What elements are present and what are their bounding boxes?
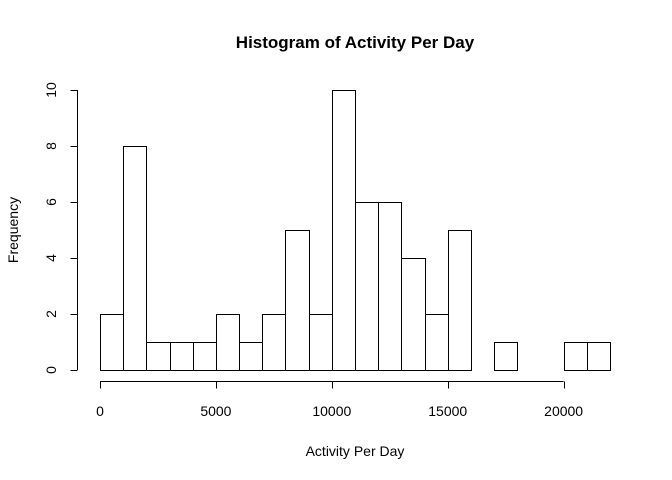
histogram-bar [100,314,124,371]
histogram-bar [448,230,472,371]
histogram-bar [123,146,147,371]
histogram-bar [587,342,611,371]
x-tick-label: 20000 [544,403,583,419]
y-tick-label: 8 [43,142,59,150]
chart-title: Histogram of Activity Per Day [236,33,475,52]
histogram-bar [285,230,310,371]
y-tick-label: 2 [43,310,59,318]
y-axis: 0 2 4 6 8 10 [43,82,78,374]
histogram-bar [216,314,240,371]
histogram-bar [193,342,217,371]
histogram-bar [425,314,449,371]
histogram-bar [332,90,356,371]
x-axis: 0 5000 10000 15000 20000 [96,381,583,419]
histogram-bar [564,342,588,371]
x-axis-label: Activity Per Day [306,443,405,459]
y-tick-label: 10 [43,82,59,98]
histogram-bar [146,342,171,371]
histogram-bar [262,314,286,371]
x-tick-label: 0 [96,403,104,419]
histogram-bar [309,314,333,371]
histogram-bar [401,258,426,371]
histogram-bar [355,202,379,371]
x-tick-label: 15000 [428,403,467,419]
y-axis-label: Frequency [5,197,21,263]
histogram-bar [378,202,402,371]
x-tick-label: 10000 [312,403,351,419]
x-tick-label: 5000 [200,403,231,419]
y-tick-label: 6 [43,198,59,206]
y-tick-label: 4 [43,254,59,262]
y-tick-label: 0 [43,366,59,374]
histogram-bar [170,342,194,371]
histogram-bar [239,342,263,371]
histogram-bar [494,342,518,371]
bars-group [100,90,611,371]
